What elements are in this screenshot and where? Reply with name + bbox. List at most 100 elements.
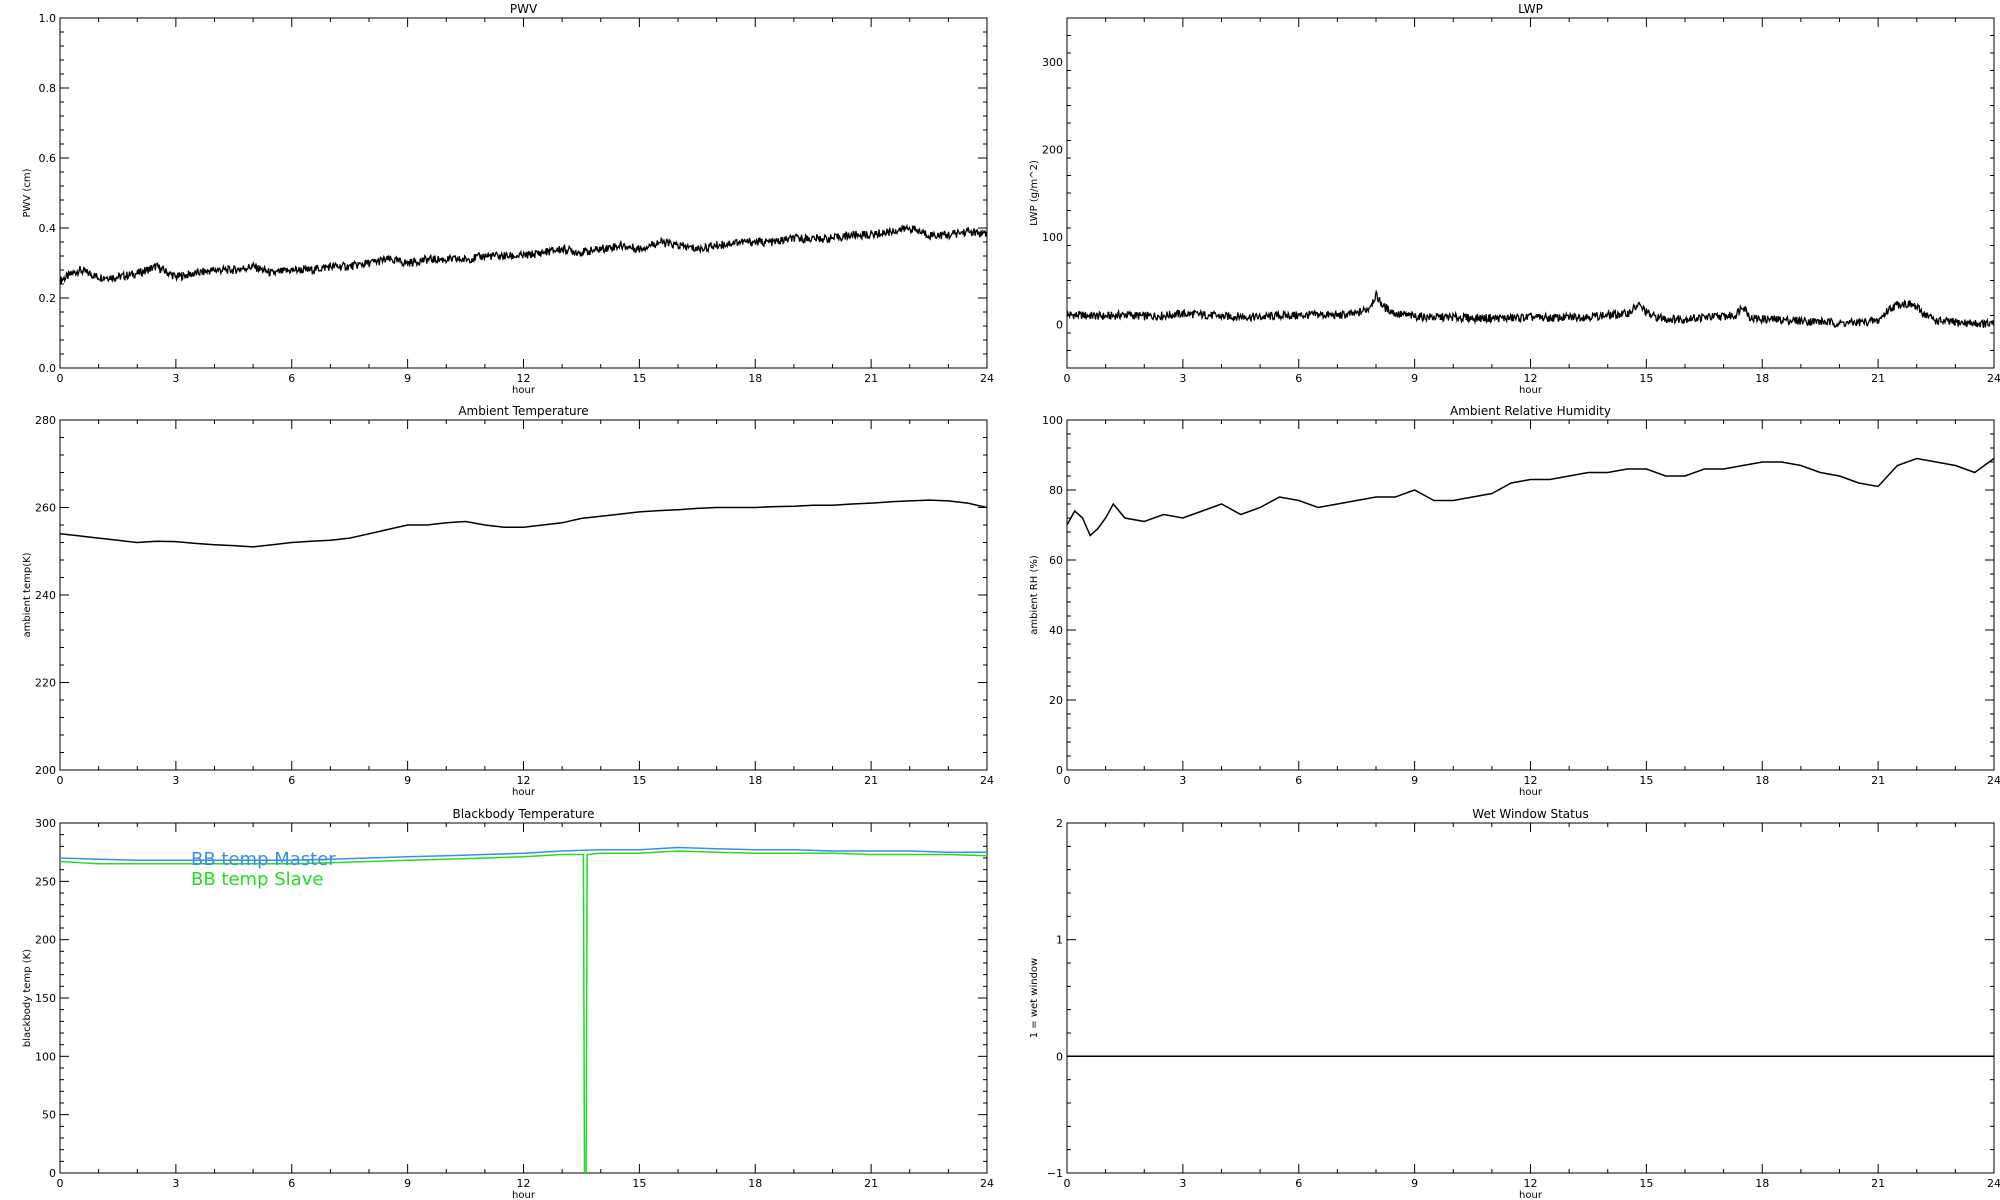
x-tick-label: 18	[748, 1177, 762, 1190]
chart-panel: Blackbody Temperature 0 3 6 9 12 15 18 21 24 0 50 10…	[22, 807, 994, 1200]
x-tick-label: 6	[1295, 774, 1302, 787]
x-tick-label: 21	[864, 774, 878, 787]
y-axis-label: PWV (cm)	[22, 168, 33, 217]
chart-panel: Ambient Temperature 0 3 6 9 12 15 18 21 24 200 220 2…	[22, 404, 994, 798]
x-tick-label: 21	[864, 1177, 878, 1190]
y-tick-label: 0.6	[39, 152, 57, 165]
x-tick-label: 0	[1064, 1177, 1071, 1190]
x-tick-label: 18	[748, 372, 762, 385]
x-tick-label: 3	[1179, 1177, 1186, 1190]
x-tick-label: 9	[1411, 1177, 1418, 1190]
x-tick-label: 24	[1987, 372, 2000, 385]
x-axis-label: hour	[512, 1190, 536, 1200]
x-tick-label: 24	[1987, 1177, 2000, 1190]
x-tick-label: 15	[1639, 1177, 1653, 1190]
y-tick-label: 0	[49, 1167, 56, 1180]
y-tick-label: 80	[1049, 484, 1063, 497]
series-line	[60, 846, 987, 862]
plot-frame	[59, 419, 988, 771]
x-tick-label: 15	[632, 774, 646, 787]
x-tick-label: 9	[404, 372, 411, 385]
x-tick-label: 18	[1755, 774, 1769, 787]
y-tick-label: 1	[1056, 934, 1063, 947]
y-tick-label: 50	[42, 1109, 56, 1122]
series-line	[1067, 289, 1994, 328]
x-tick-label: 6	[288, 372, 295, 385]
x-tick-label: 24	[980, 372, 994, 385]
y-axis-label: LWP (g/m^2)	[1029, 160, 1040, 226]
chart-panel: PWV 0 3 6 9 12 15 18 21 24 0.0 0.2 0.4 0.6 0.8 1.0 hour P…	[22, 2, 994, 396]
x-tick-label: 15	[1639, 774, 1653, 787]
y-tick-label: 220	[35, 677, 56, 690]
chart-title: Ambient Relative Humidity	[1450, 404, 1611, 418]
series-line	[60, 499, 987, 548]
y-axis-label: 1 = wet window	[1029, 958, 1040, 1038]
legend-entry: BB temp Master	[191, 849, 336, 870]
x-tick-label: 21	[1871, 1177, 1885, 1190]
y-tick-label: 200	[35, 934, 56, 947]
y-tick-label: 300	[1042, 56, 1063, 69]
y-axis-label: blackbody temp (K)	[22, 949, 33, 1047]
chart-panel: Ambient Relative Humidity 0 3 6 9 12 15 18 21 24 0…	[1029, 404, 2000, 798]
x-tick-label: 21	[864, 372, 878, 385]
x-tick-label: 24	[980, 774, 994, 787]
x-tick-label: 3	[172, 774, 179, 787]
x-tick-label: 6	[1295, 372, 1302, 385]
legend-entry: BB temp Slave	[191, 869, 323, 890]
x-tick-label: 15	[632, 1177, 646, 1190]
series-line	[60, 850, 987, 1173]
x-tick-label: 21	[1871, 372, 1885, 385]
x-tick-label: 9	[1411, 774, 1418, 787]
x-tick-label: 12	[1524, 1177, 1538, 1190]
y-axis-label: ambient RH (%)	[1029, 555, 1040, 635]
series-line	[1067, 457, 1994, 537]
y-tick-label: 250	[35, 875, 56, 888]
chart-title: Blackbody Temperature	[453, 807, 595, 821]
x-tick-label: 18	[748, 774, 762, 787]
x-tick-label: 3	[172, 1177, 179, 1190]
x-tick-label: 6	[288, 1177, 295, 1190]
x-axis-label: hour	[1519, 1190, 1543, 1200]
y-tick-label: 1.0	[39, 12, 57, 25]
y-tick-label: 100	[1042, 414, 1063, 427]
y-tick-label: 2	[1056, 817, 1063, 830]
plot-frame	[1066, 822, 1995, 1174]
chart-panel: LWP 0 3 6 9 12 15 18 21 24 0 100 200 300 hour LWP (g/m^…	[1029, 2, 2000, 396]
plot-frame	[59, 17, 988, 369]
x-tick-label: 3	[1179, 774, 1186, 787]
y-tick-label: 0.2	[39, 292, 57, 305]
x-tick-label: 12	[517, 372, 531, 385]
x-tick-label: 6	[1295, 1177, 1302, 1190]
x-tick-label: 15	[1639, 372, 1653, 385]
x-tick-label: 15	[632, 372, 646, 385]
y-tick-label: 150	[35, 992, 56, 1005]
y-tick-label: 200	[35, 764, 56, 777]
x-tick-label: 0	[57, 372, 64, 385]
chart-title: Ambient Temperature	[458, 404, 588, 418]
plot-frame	[1066, 419, 1995, 771]
x-tick-label: 9	[1411, 372, 1418, 385]
y-tick-label: 0.0	[39, 362, 57, 375]
x-tick-label: 3	[172, 372, 179, 385]
y-tick-label: 0	[1056, 764, 1063, 777]
y-axis-label: ambient temp(K)	[22, 552, 33, 637]
y-tick-label: 300	[35, 817, 56, 830]
x-tick-label: 6	[288, 774, 295, 787]
y-tick-label: 40	[1049, 624, 1063, 637]
x-tick-label: 0	[57, 1177, 64, 1190]
chart-title: PWV	[510, 2, 538, 16]
y-tick-label: 0.8	[39, 82, 57, 95]
x-axis-label: hour	[1519, 385, 1543, 396]
chart-title: Wet Window Status	[1472, 807, 1588, 821]
x-tick-label: 24	[1987, 774, 2000, 787]
y-tick-label: 200	[1042, 143, 1063, 156]
x-tick-label: 12	[517, 1177, 531, 1190]
y-tick-label: 20	[1049, 694, 1063, 707]
y-tick-label: −1	[1047, 1167, 1063, 1180]
x-tick-label: 0	[1064, 774, 1071, 787]
y-tick-label: 240	[35, 589, 56, 602]
x-tick-label: 12	[517, 774, 531, 787]
series-line	[60, 223, 987, 285]
